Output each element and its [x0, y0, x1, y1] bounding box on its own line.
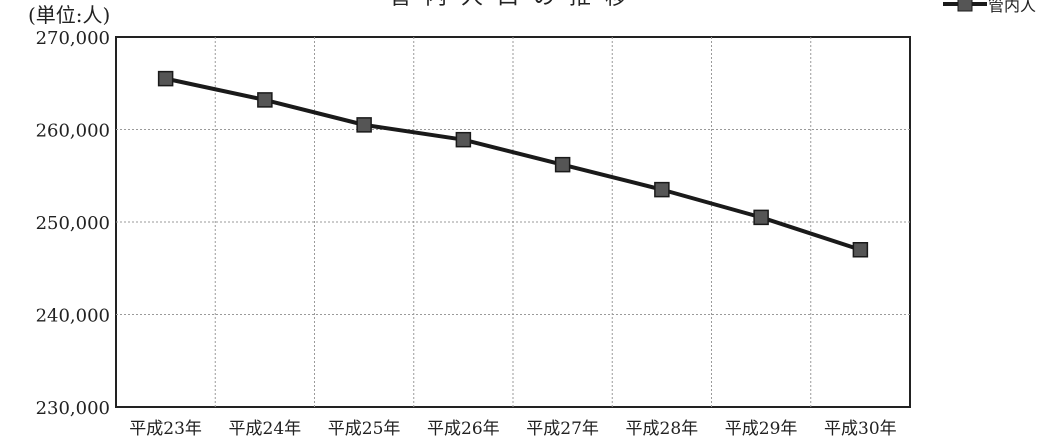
data-point-marker: [356, 117, 372, 133]
y-tick-label: 240,000: [36, 306, 110, 327]
x-tick-label: 平成27年: [526, 419, 599, 438]
x-tick-label: 平成23年: [129, 419, 202, 438]
x-tick-label: 平成24年: [229, 419, 302, 438]
series-line: [165, 76, 861, 252]
data-point-marker: [257, 92, 273, 108]
y-tick-label: 230,000: [36, 398, 110, 419]
legend-marker: [957, 0, 973, 12]
y-tick-label: 270,000: [36, 28, 110, 49]
legend-label: 管内人口: [988, 0, 1037, 15]
x-tick-label: 平成30年: [824, 419, 897, 438]
chart-title: 管内人口の推移: [389, 0, 641, 10]
x-tick-label: 平成26年: [427, 419, 500, 438]
unit-label: (単位:人): [28, 3, 110, 27]
y-tick-label: 260,000: [36, 121, 110, 142]
data-point-marker: [753, 209, 769, 226]
x-axis-ticks: 平成23年 平成24年 平成25年 平成26年 平成27年 平成28年 平成29年 平成30年: [129, 419, 897, 439]
x-tick-label: 平成25年: [328, 419, 401, 438]
data-point-marker: [455, 131, 472, 148]
series-layer: [157, 70, 869, 258]
legend: 管内人口: [943, 0, 1037, 15]
y-axis-ticks: 230,000 240,000 250,000 260,000 270,000: [36, 28, 110, 419]
chart-title-group: 管内人口の推移: [389, 0, 641, 10]
data-point-marker: [554, 156, 571, 173]
y-tick-label: 250,000: [36, 213, 110, 234]
x-tick-label: 平成28年: [626, 419, 699, 438]
data-point-marker: [157, 70, 174, 87]
x-tick-label: 平成29年: [725, 419, 798, 438]
data-point-marker: [654, 181, 670, 198]
data-point-marker: [852, 242, 869, 258]
